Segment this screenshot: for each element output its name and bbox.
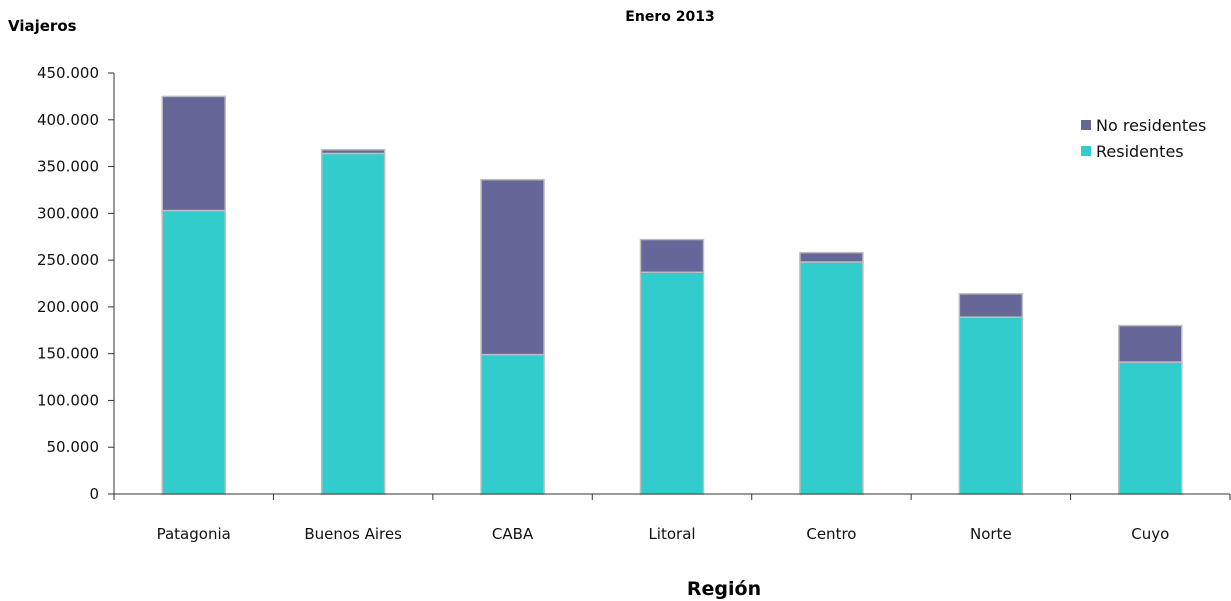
- legend-label-residentes: Residentes: [1096, 142, 1184, 161]
- bar-no-residentes: [320, 148, 386, 155]
- chart-title: Enero 2013: [625, 9, 714, 25]
- plot-area: Patagonia Buenos Aires CABA Litoral Centro No…: [37, 64, 1231, 543]
- bar-residentes: [799, 261, 864, 495]
- y-tick-label: 250.000: [37, 251, 99, 269]
- legend-swatch-residentes: [1081, 146, 1091, 156]
- x-tick-label: CABA: [492, 525, 534, 543]
- bar-residentes: [958, 316, 1024, 495]
- bar-no-residentes: [799, 251, 864, 263]
- bar-no-residentes: [1118, 324, 1183, 363]
- y-tick-label: 50.000: [47, 438, 100, 456]
- legend-label-no-residentes: No residentes: [1096, 116, 1206, 135]
- y-tick-label: 0: [89, 485, 99, 503]
- y-tick-label: 150.000: [37, 345, 99, 363]
- y-axis-label: Viajeros: [8, 17, 77, 35]
- bar-residentes: [320, 152, 386, 495]
- bar-residentes: [480, 353, 545, 495]
- y-tick-label: 400.000: [37, 111, 99, 129]
- y-tick-label: 200.000: [37, 298, 99, 316]
- x-tick-label: Norte: [970, 525, 1012, 543]
- x-tick-label: Centro: [806, 525, 856, 543]
- x-tick-label: Cuyo: [1131, 525, 1169, 543]
- y-tick-label: 100.000: [37, 391, 99, 409]
- bar-residentes: [639, 271, 705, 495]
- bar-residentes: [161, 209, 226, 495]
- y-tick-label: 450.000: [37, 64, 99, 82]
- bar-no-residentes: [958, 293, 1024, 318]
- legend: No residentes Residentes: [1081, 116, 1206, 161]
- bar-no-residentes: [161, 95, 226, 212]
- bar-residentes: [1118, 361, 1183, 495]
- x-tick-label: Litoral: [648, 525, 695, 543]
- x-tick-label: Buenos Aires: [304, 525, 402, 543]
- legend-swatch-no-residentes: [1081, 120, 1091, 130]
- bar-no-residentes: [480, 178, 545, 356]
- x-tick-label: Patagonia: [157, 525, 231, 543]
- bar-no-residentes: [639, 238, 705, 274]
- y-tick-label: 300.000: [37, 204, 99, 222]
- y-tick-label: 350.000: [37, 158, 99, 176]
- x-axis-label: Región: [687, 578, 761, 600]
